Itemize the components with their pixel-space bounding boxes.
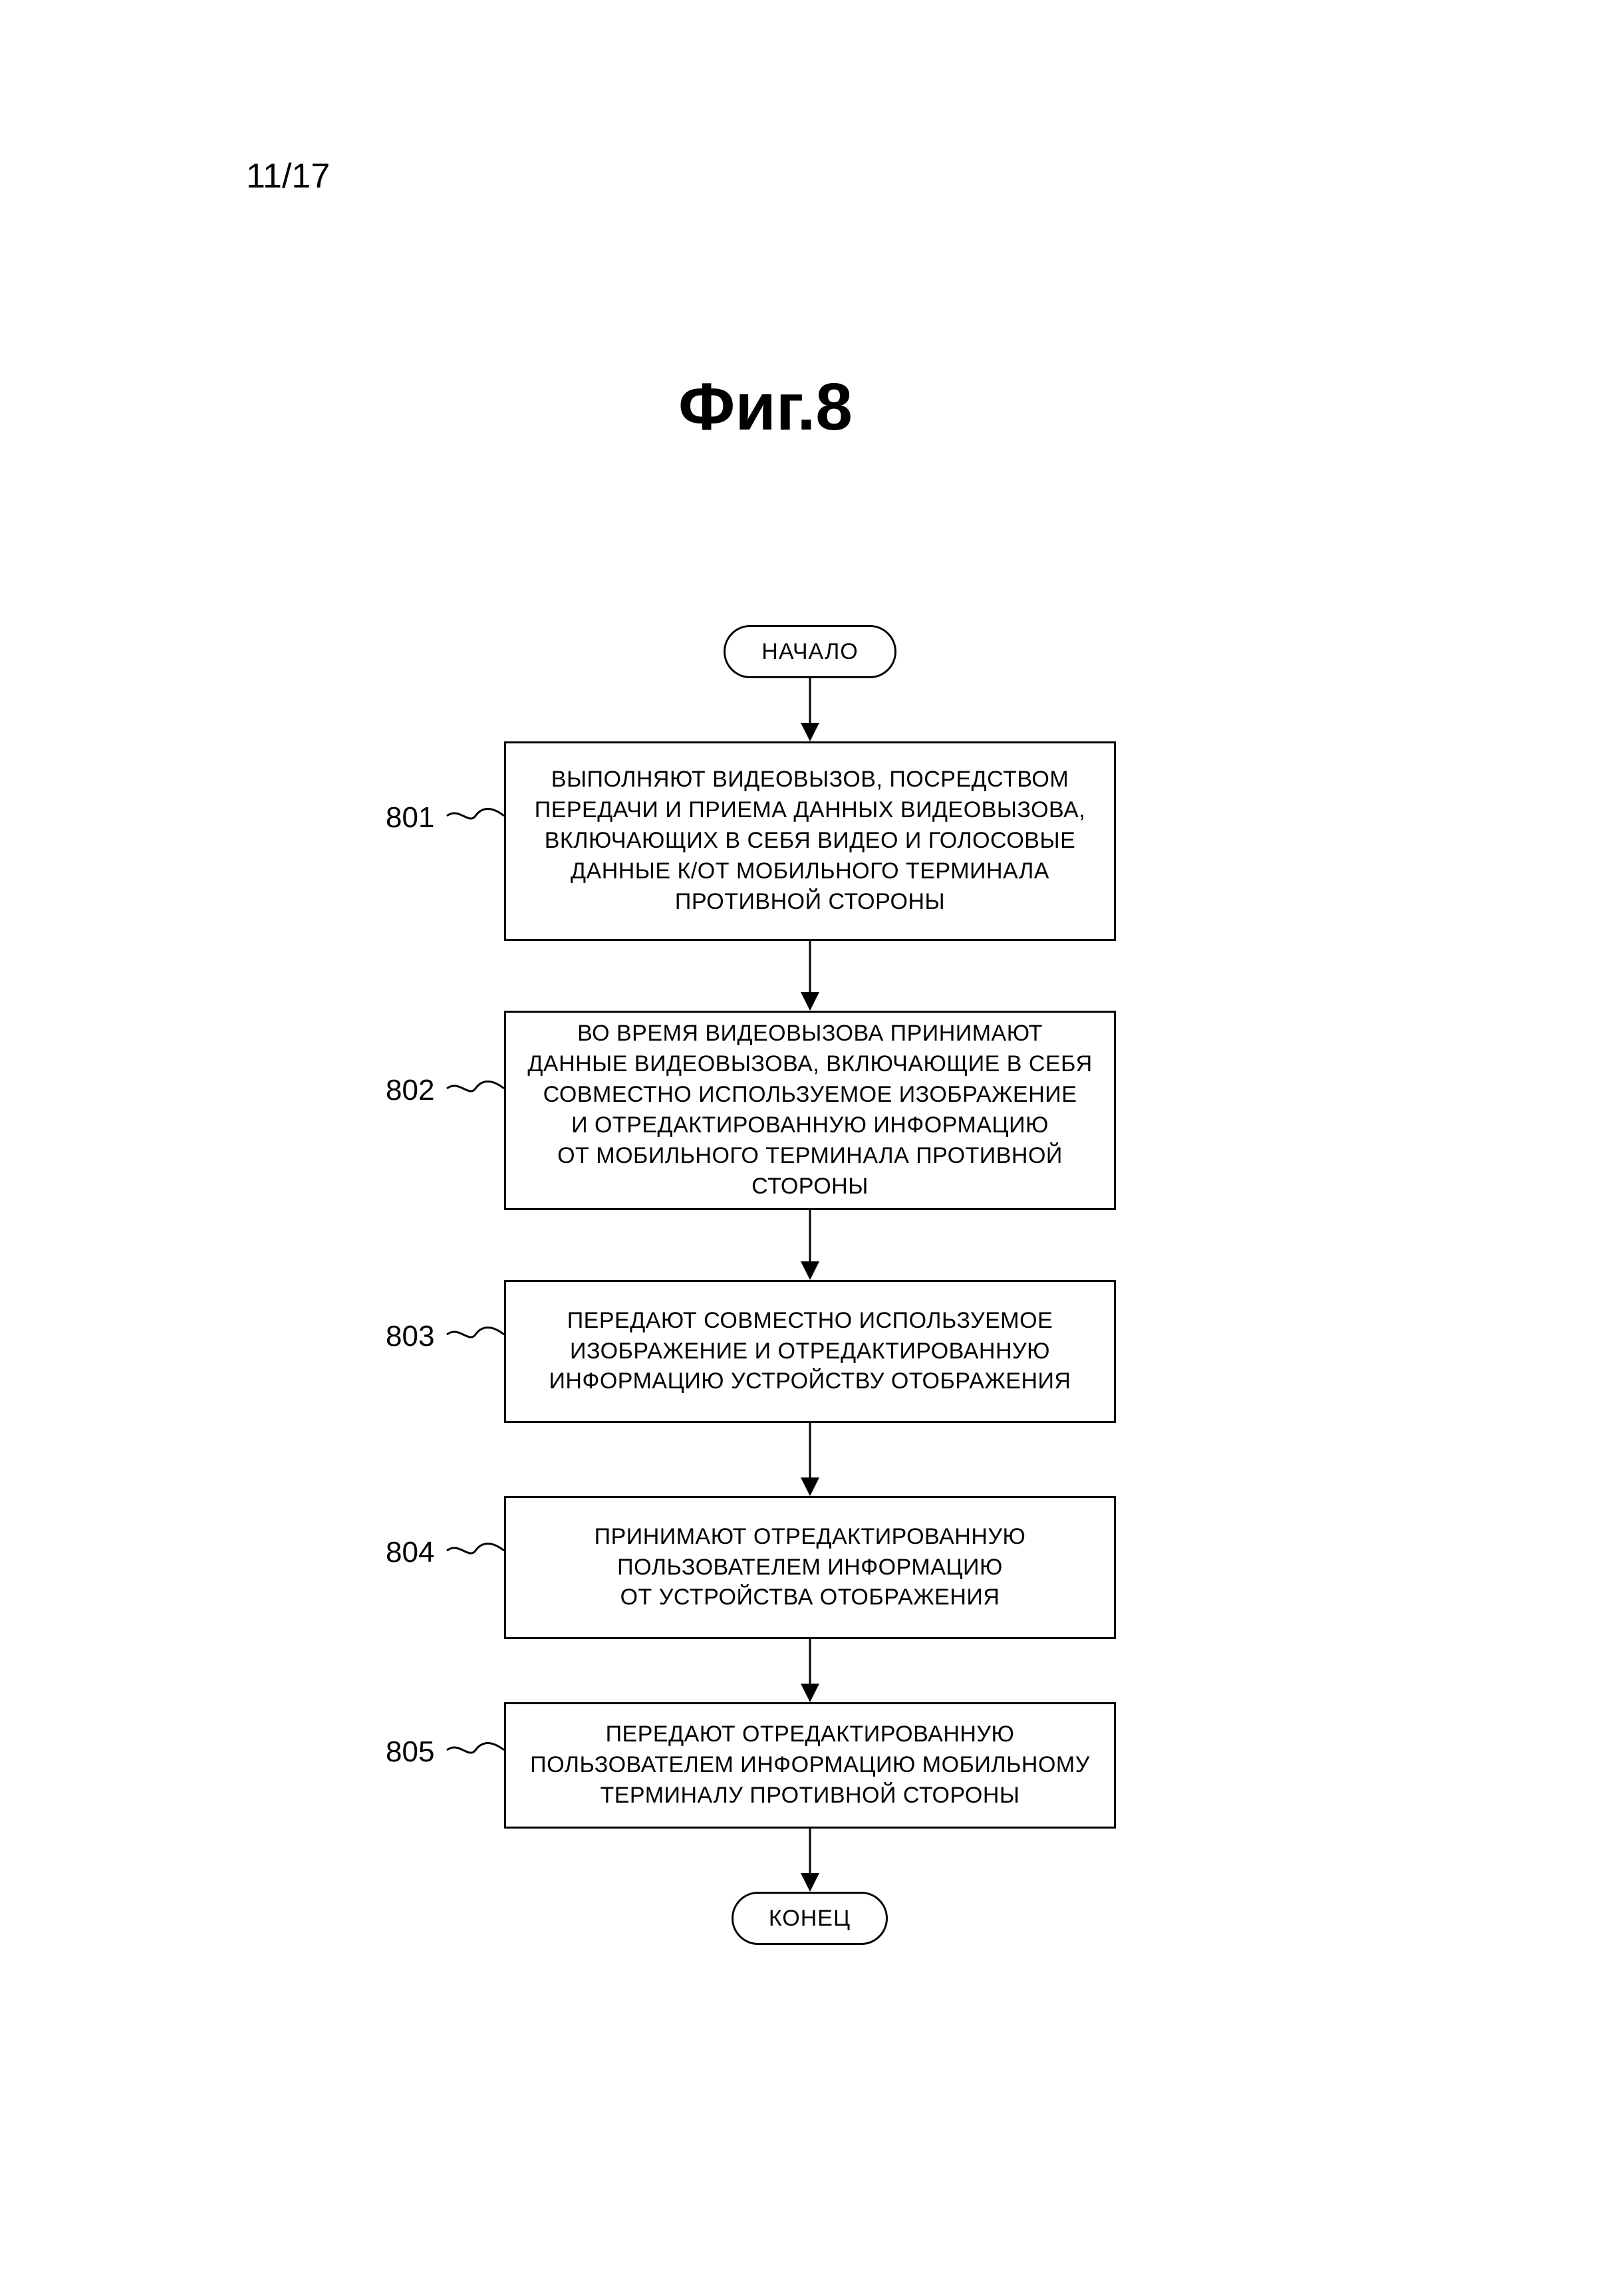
- flow-arrows: [0, 0, 1620, 2296]
- page: 11/17 Фиг.8 НАЧАЛО ВЫПОЛНЯЮТ ВИДЕОВЫЗОВ,…: [0, 0, 1620, 2296]
